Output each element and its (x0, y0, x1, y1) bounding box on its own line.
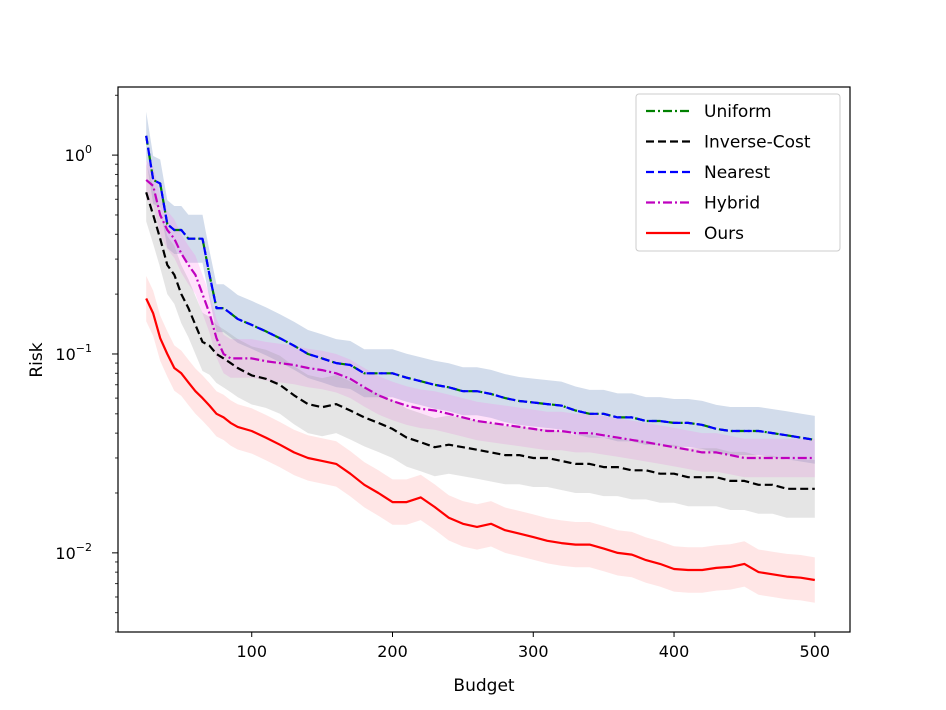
band-inverse-cost (146, 163, 815, 518)
series-lines (145, 135, 815, 582)
y-tick-label: 100 (65, 143, 92, 165)
series-line-ours (145, 298, 815, 582)
y-axis-label: Risk (27, 342, 47, 377)
legend-label-ours: Ours (704, 224, 744, 244)
legend-label-nearest: Nearest (704, 163, 771, 183)
x-tick-label: 400 (659, 642, 690, 661)
series-line-inverse-cost (145, 191, 815, 490)
confidence-bands (146, 111, 815, 603)
plot-frame (117, 86, 851, 633)
y-tick-label: 10−2 (55, 541, 92, 563)
legend-label-hybrid: Hybrid (704, 194, 760, 214)
x-axis-label: Budget (453, 676, 514, 696)
legend-label-inverse-cost: Inverse-Cost (704, 133, 811, 153)
y-axis-ticks: 100 10−1 10−2 (55, 94, 118, 633)
x-tick-label: 500 (800, 642, 831, 661)
x-tick-label: 300 (518, 642, 549, 661)
legend-box (635, 93, 841, 252)
x-tick-label: 100 (236, 642, 267, 661)
series-line-nearest (145, 135, 815, 441)
series-line-hybrid (145, 179, 815, 460)
band-nearest (146, 111, 815, 464)
band-ours (146, 275, 815, 603)
y-tick-label: 10−1 (55, 342, 92, 364)
legend-label-uniform: Uniform (704, 102, 772, 122)
legend: Uniform Inverse-Cost Nearest Hybrid Ours (635, 93, 841, 252)
x-tick-label: 200 (377, 642, 408, 661)
x-axis-ticks: 100 200 300 400 500 (236, 632, 830, 661)
band-hybrid (146, 160, 815, 478)
